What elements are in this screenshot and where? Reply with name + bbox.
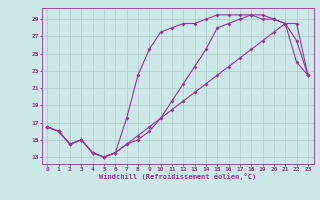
X-axis label: Windchill (Refroidissement éolien,°C): Windchill (Refroidissement éolien,°C) — [99, 173, 256, 180]
